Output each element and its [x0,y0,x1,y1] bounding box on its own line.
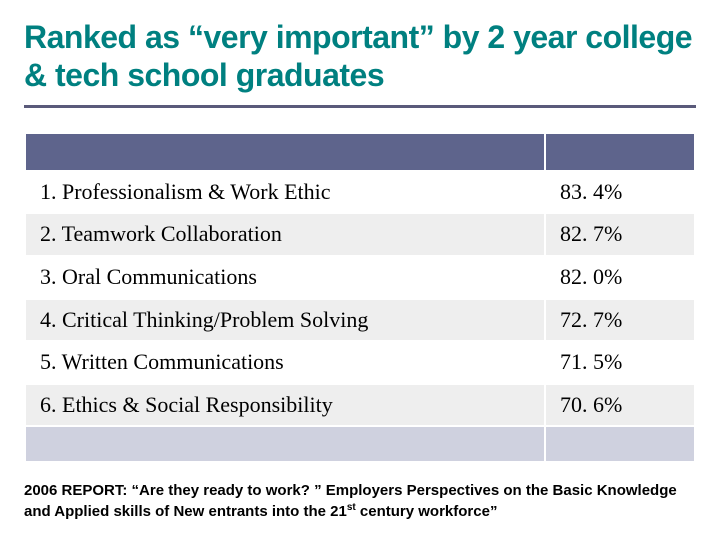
skill-label: 3. Oral Communications [25,256,545,299]
table-row: 3. Oral Communications 82. 0% [25,256,695,299]
table-footer-cell [25,426,545,462]
skill-value: 72. 7% [545,299,695,342]
skill-label: 2. Teamwork Collaboration [25,213,545,256]
table-footer-cell [545,426,695,462]
slide-title: Ranked as “very important” by 2 year col… [24,18,696,108]
skill-label: 1. Professionalism & Work Ethic [25,171,545,214]
table-row: 6. Ethics & Social Responsibility 70. 6% [25,384,695,427]
table-header-cell [25,133,545,171]
skills-table: 1. Professionalism & Work Ethic 83. 4% 2… [24,132,696,464]
footnote-superscript: st [347,502,356,513]
table-header-row [25,133,695,171]
skill-value: 70. 6% [545,384,695,427]
table-row: 2. Teamwork Collaboration 82. 7% [25,213,695,256]
table-row: 1. Professionalism & Work Ethic 83. 4% [25,171,695,214]
skill-label: 5. Written Communications [25,341,545,384]
skill-value: 83. 4% [545,171,695,214]
table-footer-row [25,426,695,462]
skill-value: 71. 5% [545,341,695,384]
skill-value: 82. 0% [545,256,695,299]
table-row: 5. Written Communications 71. 5% [25,341,695,384]
skill-label: 4. Critical Thinking/Problem Solving [25,299,545,342]
footnote: 2006 REPORT: “Are they ready to work? ” … [24,481,696,521]
footnote-suffix: century workforce” [356,503,498,520]
table-header-cell [545,133,695,171]
table-row: 4. Critical Thinking/Problem Solving 72.… [25,299,695,342]
slide: Ranked as “very important” by 2 year col… [0,0,720,540]
skill-value: 82. 7% [545,213,695,256]
skill-label: 6. Ethics & Social Responsibility [25,384,545,427]
